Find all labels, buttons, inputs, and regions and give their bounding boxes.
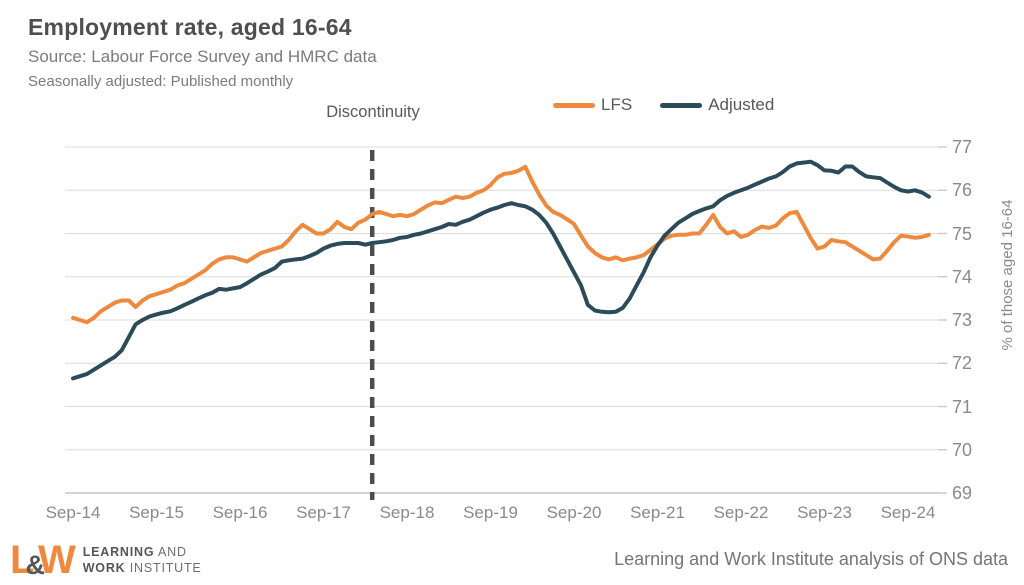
logo-line1-light: AND xyxy=(157,545,187,559)
x-tick-label: Sep-16 xyxy=(212,503,268,522)
y-tick-label: 72 xyxy=(952,353,973,374)
legend-item-lfs: LFS xyxy=(553,95,632,115)
logo-wordmark: LEARNING AND WORK INSTITUTE xyxy=(83,544,202,576)
y-axis-title: % of those aged 16-64 xyxy=(999,199,1016,351)
legend-label-adjusted: Adjusted xyxy=(708,95,775,114)
y-tick-label: 71 xyxy=(952,396,973,417)
y-tick-label: 75 xyxy=(952,223,973,244)
x-tick-label: Sep-21 xyxy=(630,503,685,522)
x-tick-label: Sep-14 xyxy=(45,503,101,522)
chart-note: Seasonally adjusted: Published monthly xyxy=(28,73,294,90)
x-tick-label: Sep-19 xyxy=(463,503,518,522)
y-tick-label: 70 xyxy=(952,439,973,460)
adjusted-line-swatch-icon xyxy=(660,102,703,108)
logo-line2-strong: WORK xyxy=(82,561,126,575)
x-tick-label: Sep-15 xyxy=(129,503,184,522)
x-tick-label: Sep-17 xyxy=(296,503,351,522)
logo-line1-strong: LEARNING xyxy=(82,545,155,559)
y-tick-label: 77 xyxy=(952,137,973,157)
chart-source-subtitle: Source: Labour Force Survey and HMRC dat… xyxy=(28,47,377,66)
logo-letter-w: W xyxy=(37,538,76,582)
logo-letter-l: L xyxy=(10,538,34,582)
discontinuity-label: Discontinuity xyxy=(326,103,420,121)
x-tick-label: Sep-20 xyxy=(546,503,602,522)
lfs-line-swatch-icon xyxy=(553,102,595,108)
x-tick-label: Sep-23 xyxy=(797,503,852,522)
x-tick-label: Sep-24 xyxy=(880,503,936,522)
lw-logo-mark: L & W xyxy=(10,538,76,582)
legend-label-lfs: LFS xyxy=(601,95,633,114)
x-tick-label: Sep-22 xyxy=(713,503,769,522)
y-tick-label: 73 xyxy=(952,310,973,330)
logo-ampersand: & xyxy=(25,549,45,580)
page-title: Employment rate, aged 16-64 xyxy=(28,14,352,40)
logo-line2-light: INSTITUTE xyxy=(129,561,202,575)
footer-credit: Learning and Work Institute analysis of … xyxy=(614,549,1008,569)
x-tick-label: Sep-18 xyxy=(379,503,435,522)
y-tick-label: 74 xyxy=(952,266,973,287)
chart-legend: LFS Adjusted xyxy=(553,95,774,115)
lw-institute-logo: L & W LEARNING AND WORK INSTITUTE xyxy=(10,540,202,580)
legend-item-adjusted: Adjusted xyxy=(660,95,774,115)
y-tick-label: 69 xyxy=(952,483,973,503)
y-tick-label: 76 xyxy=(952,180,973,201)
